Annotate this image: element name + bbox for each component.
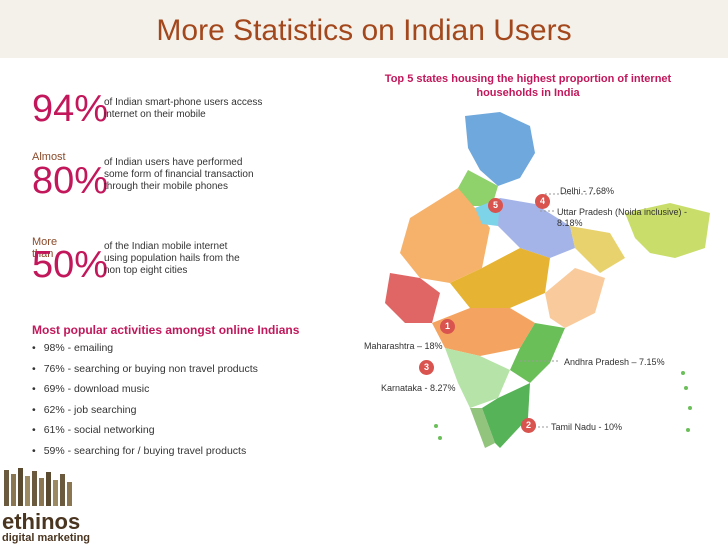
map-region-odisha — [545, 268, 605, 328]
ethinos-logo-graphic — [4, 468, 72, 506]
logo-tagline: digital marketing — [2, 532, 91, 544]
rank-badge-1: 1 — [440, 319, 455, 334]
map-region-gujarat — [385, 273, 440, 323]
map-title: Top 5 states housing the highest proport… — [384, 73, 672, 99]
state-label-maharashtra: Maharashtra – 18% — [364, 341, 443, 351]
state-label-andhra-pradesh: Andhra Pradesh – 7.15% — [564, 357, 665, 367]
list-item: 98% - emailing — [32, 338, 258, 359]
map-region-punjab — [458, 170, 498, 206]
map-region-east — [570, 226, 625, 273]
map-region-kerala — [470, 408, 495, 448]
list-item: 69% - download music — [32, 379, 258, 400]
map-region-rajasthan — [400, 188, 490, 283]
map-region-andhra — [510, 323, 565, 383]
title-bar — [0, 0, 728, 58]
map-region-karnataka — [445, 348, 510, 408]
activities-list: 98% - emailing 76% - searching or buying… — [32, 338, 258, 461]
map-region-up — [498, 198, 575, 258]
logo-name: ethinos — [2, 509, 81, 534]
list-item: 76% - searching or buying non travel pro… — [32, 359, 258, 380]
map-region-mp — [450, 248, 550, 308]
rank-badge-3: 3 — [419, 360, 434, 375]
state-label-karnataka: Karnataka - 8.27% — [381, 383, 456, 393]
stat-value: 50% — [32, 244, 109, 286]
state-label-uttar-pradesh: Uttar Pradesh (Noida inclusive) - 8.18% — [557, 207, 688, 228]
rank-badge-5: 5 — [488, 198, 503, 213]
stat-text: of the Indian mobile internet using popu… — [104, 241, 240, 276]
list-item: 61% - social networking — [32, 420, 258, 441]
stat-prefix: More than — [32, 236, 58, 260]
rank-badge-2: 2 — [521, 418, 536, 433]
rank-badge-4: 4 — [535, 194, 550, 209]
state-label-tamil-nadu: Tamil Nadu - 10% — [551, 422, 623, 432]
page-title: More Statistics on Indian Users — [156, 14, 572, 47]
list-item: 62% - job searching — [32, 400, 258, 421]
map-region-northeast — [625, 203, 710, 258]
map-region-north — [465, 112, 535, 186]
stat-value: 94% — [32, 88, 109, 130]
map-region-tamilnadu — [482, 383, 530, 448]
list-item: 59% - searching for / buying travel prod… — [32, 441, 258, 462]
activities-heading: Most popular activities amongst online I… — [32, 323, 300, 337]
stat-text: of Indian users have performed some form… — [104, 157, 254, 192]
stat-text: of Indian smart-phone users access inter… — [104, 97, 263, 120]
stat-value: 80% — [32, 160, 109, 202]
map-region-maharashtra — [432, 308, 535, 356]
india-map — [385, 112, 710, 448]
stat-prefix: Almost — [32, 151, 66, 163]
state-label-delhi: Delhi - 7.68% — [560, 186, 615, 196]
